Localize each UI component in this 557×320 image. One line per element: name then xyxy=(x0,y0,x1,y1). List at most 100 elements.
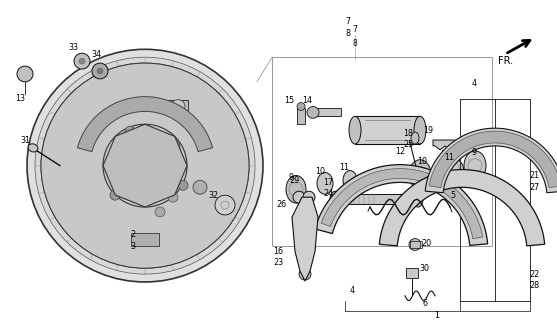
Ellipse shape xyxy=(446,159,464,186)
Text: 12: 12 xyxy=(395,147,405,156)
Polygon shape xyxy=(77,97,213,152)
Text: 4: 4 xyxy=(349,286,354,295)
Ellipse shape xyxy=(343,171,357,190)
Polygon shape xyxy=(379,170,545,246)
Polygon shape xyxy=(315,165,488,245)
Polygon shape xyxy=(429,131,557,188)
Circle shape xyxy=(17,66,33,82)
Text: 28: 28 xyxy=(529,281,539,291)
Bar xyxy=(355,116,420,144)
Circle shape xyxy=(293,191,305,203)
Circle shape xyxy=(27,49,263,282)
Text: 26: 26 xyxy=(276,200,286,209)
Text: 1: 1 xyxy=(434,311,439,320)
Circle shape xyxy=(170,141,180,151)
Circle shape xyxy=(215,195,235,215)
Text: 3: 3 xyxy=(130,242,135,251)
Bar xyxy=(131,233,159,246)
Ellipse shape xyxy=(286,175,306,203)
Text: 7: 7 xyxy=(345,17,350,26)
Text: 23: 23 xyxy=(273,258,283,267)
Text: 11: 11 xyxy=(444,153,454,162)
Circle shape xyxy=(135,156,155,175)
Ellipse shape xyxy=(411,132,419,144)
Text: 9: 9 xyxy=(289,173,294,182)
Circle shape xyxy=(298,225,312,239)
Ellipse shape xyxy=(28,144,38,152)
Circle shape xyxy=(171,100,185,113)
Circle shape xyxy=(168,192,178,202)
Text: 34: 34 xyxy=(91,50,101,59)
Polygon shape xyxy=(321,169,483,239)
Text: 32: 32 xyxy=(208,191,218,200)
Text: 9: 9 xyxy=(471,148,477,157)
Bar xyxy=(168,100,188,113)
Text: 10: 10 xyxy=(417,157,427,166)
Text: 29: 29 xyxy=(290,176,300,185)
Bar xyxy=(313,108,341,116)
Bar xyxy=(297,108,305,124)
Circle shape xyxy=(178,180,188,190)
Text: 15: 15 xyxy=(284,96,294,105)
Text: 16: 16 xyxy=(273,247,283,256)
Ellipse shape xyxy=(330,191,340,207)
Circle shape xyxy=(297,102,305,110)
Ellipse shape xyxy=(317,172,333,194)
Text: 18: 18 xyxy=(403,129,413,138)
Text: 8: 8 xyxy=(345,29,350,38)
Text: 7: 7 xyxy=(353,25,358,34)
Circle shape xyxy=(35,57,255,274)
Text: 6: 6 xyxy=(423,299,428,308)
Circle shape xyxy=(299,268,311,280)
Text: 17: 17 xyxy=(323,178,333,187)
Text: 27: 27 xyxy=(529,183,539,192)
Circle shape xyxy=(110,190,120,200)
Circle shape xyxy=(193,180,207,194)
Circle shape xyxy=(125,146,165,185)
Text: 8: 8 xyxy=(353,39,358,48)
Circle shape xyxy=(92,63,108,79)
Ellipse shape xyxy=(349,116,361,144)
Text: 31: 31 xyxy=(20,137,30,146)
Ellipse shape xyxy=(409,160,431,189)
Circle shape xyxy=(155,207,165,217)
Text: 5: 5 xyxy=(451,191,456,200)
Text: 13: 13 xyxy=(15,94,25,103)
Circle shape xyxy=(125,126,135,136)
Polygon shape xyxy=(433,140,455,150)
Text: 33: 33 xyxy=(68,43,78,52)
Text: 21: 21 xyxy=(529,171,539,180)
Bar xyxy=(410,241,422,248)
Text: 22: 22 xyxy=(529,269,539,279)
Text: 4: 4 xyxy=(471,79,476,88)
Text: 25: 25 xyxy=(403,140,413,149)
Bar xyxy=(335,194,418,204)
Text: 2: 2 xyxy=(130,230,135,239)
Ellipse shape xyxy=(413,191,423,207)
Text: 30: 30 xyxy=(419,264,429,273)
Circle shape xyxy=(115,136,175,195)
Circle shape xyxy=(41,63,249,268)
Ellipse shape xyxy=(414,116,426,144)
Circle shape xyxy=(74,53,90,69)
Circle shape xyxy=(303,191,315,203)
Text: 20: 20 xyxy=(421,239,431,248)
Text: 14: 14 xyxy=(302,96,312,105)
Polygon shape xyxy=(292,197,318,281)
Bar xyxy=(406,268,418,278)
Text: FR.: FR. xyxy=(498,56,513,66)
Polygon shape xyxy=(425,128,557,193)
Text: 10: 10 xyxy=(315,167,325,176)
Circle shape xyxy=(97,68,103,74)
Circle shape xyxy=(307,107,319,118)
Circle shape xyxy=(409,239,421,251)
Text: 24: 24 xyxy=(323,189,333,198)
Circle shape xyxy=(41,63,249,268)
Circle shape xyxy=(155,187,165,197)
Text: 19: 19 xyxy=(423,126,433,135)
Bar xyxy=(272,57,492,246)
Ellipse shape xyxy=(464,151,486,180)
Polygon shape xyxy=(103,124,187,207)
Circle shape xyxy=(79,58,85,64)
Text: 11: 11 xyxy=(339,163,349,172)
